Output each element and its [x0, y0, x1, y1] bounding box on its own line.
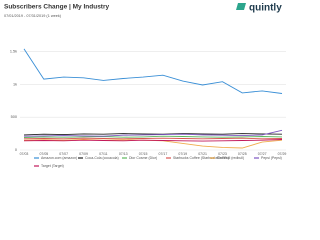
series-line — [23, 135, 283, 138]
legend-label: Amazon.com (amazon) — [41, 156, 77, 160]
y-tick-label: 0 — [15, 148, 17, 152]
x-tick-label: 07/15 — [139, 152, 148, 156]
logo-text: quintly — [249, 3, 282, 14]
series-line — [23, 139, 283, 142]
x-tick-label: 07/17 — [159, 152, 168, 156]
x-tick-label: 07/13 — [119, 152, 128, 156]
chart: Subscribers Change | My Industry 07/01/2… — [4, 3, 287, 168]
logo-icon — [236, 3, 246, 10]
x-tick-label: 07/07 — [59, 152, 68, 156]
series-line — [23, 137, 283, 140]
x-tick-label: 07/23 — [218, 152, 227, 156]
y-tick-label: 1k — [13, 82, 17, 86]
x-tick-label: 07/29 — [278, 152, 287, 156]
x-tick-label: 07/21 — [198, 152, 207, 156]
x-tick-label: 07/11 — [99, 152, 108, 156]
x-tick-label: 07/27 — [258, 152, 267, 156]
chart-subtitle: 07/01/2019 - 07/31/2019 (1 week) — [4, 14, 62, 18]
x-tick-label: 07/25 — [238, 152, 247, 156]
legend-label: Starbucks Coffee (StarbucksCoffee) — [173, 156, 229, 160]
x-tick-label: 07/05 — [39, 152, 48, 156]
legend-label: Target (Target) — [41, 164, 64, 168]
x-tick-label: 07/19 — [178, 152, 187, 156]
series-line — [23, 129, 283, 137]
x-tick-label: 07/09 — [79, 152, 88, 156]
y-tick-label: 500 — [11, 115, 17, 119]
legend-label: Dior Cosme (Dior) — [129, 156, 157, 160]
chart-title: Subscribers Change | My Industry — [4, 4, 110, 11]
x-tick-label: 07/03 — [20, 152, 29, 156]
series-line — [23, 133, 283, 136]
legend-label: Pepsi (Pepsi) — [261, 156, 282, 160]
logo: quintly — [236, 3, 282, 14]
legend-label: Coca-Cola (cocacola) — [85, 156, 119, 160]
series-line — [23, 48, 283, 94]
legend-label: Red Bull (redbull) — [217, 156, 244, 160]
y-tick-label: 1.5k — [10, 50, 17, 54]
page: {"header": {"logo": "quintly"}, "chart_d… — [4, 2, 287, 168]
